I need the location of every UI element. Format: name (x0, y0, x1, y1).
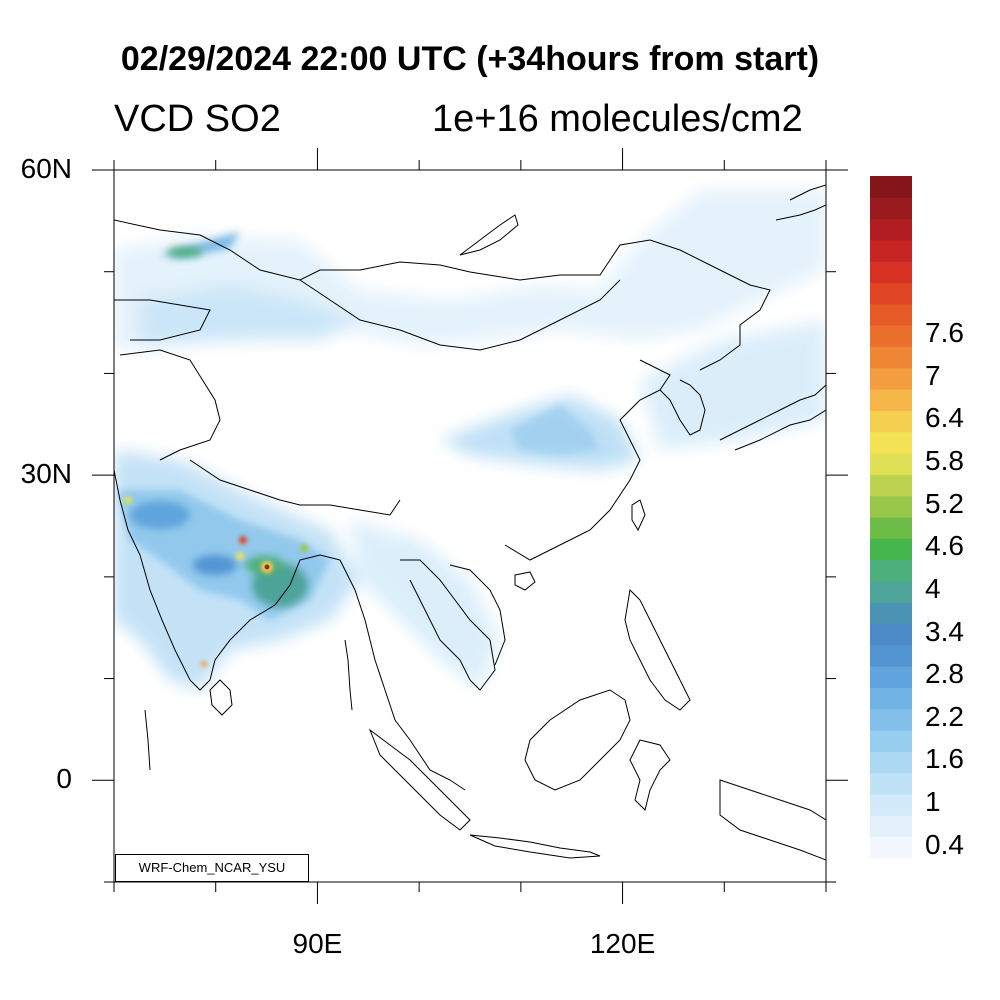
colorbar-label: 0.4 (925, 828, 964, 860)
colorbar-swatch (870, 730, 912, 752)
colorbar-swatch (870, 431, 912, 454)
lat-tick-label: 0 (56, 763, 72, 795)
lat-tick-label: 30N (20, 458, 72, 490)
lon-tick-label: 90E (292, 928, 343, 959)
units-label: 1e+16 molecules/cm2 (432, 98, 803, 140)
colorbar-label: 4 (925, 572, 941, 604)
colorbar-swatch (870, 495, 912, 518)
colorbar (870, 176, 912, 859)
colorbar-swatch (870, 474, 912, 497)
colorbar-swatch (870, 410, 912, 433)
lat-tick-label: 60N (20, 153, 72, 184)
colorbar-swatch (870, 517, 912, 539)
colorbar-label: 6.4 (925, 402, 964, 434)
colorbar-swatch (870, 538, 912, 561)
colorbar-label: 2.8 (925, 658, 964, 690)
colorbar-label: 7.6 (925, 317, 964, 349)
colorbar-swatch (870, 346, 912, 369)
axis-ticks (92, 148, 848, 904)
colorbar-swatch (870, 666, 912, 688)
colorbar-swatch (870, 239, 912, 262)
colorbar-label: 5.2 (925, 487, 964, 519)
colorbar-label: 5.8 (925, 445, 964, 477)
colorbar-swatch (870, 218, 912, 241)
colorbar-swatch (870, 794, 912, 816)
colorbar-label: 4.6 (925, 530, 964, 562)
map-title: 02/29/2024 22:00 UTC (+34hours from star… (120, 40, 820, 78)
colorbar-swatch (870, 602, 912, 625)
colorbar-swatch (870, 644, 912, 667)
colorbar-swatch (870, 197, 912, 220)
colorbar-swatch (870, 623, 912, 646)
colorbar-label: 1.6 (925, 743, 964, 775)
coastlines (114, 184, 826, 861)
colorbar-label: 2.2 (925, 700, 964, 732)
lon-tick-label: 120E (589, 928, 656, 959)
colorbar-swatch (870, 559, 912, 582)
so2-field (114, 190, 826, 690)
colorbar-swatch (870, 325, 912, 347)
colorbar-swatch (870, 751, 912, 774)
colorbar-swatch (870, 261, 912, 284)
map-frame (113, 169, 827, 883)
colorbar-label: 1 (925, 786, 941, 818)
colorbar-swatch (870, 176, 912, 198)
colorbar-swatch (870, 580, 912, 603)
colorbar-swatch (870, 282, 912, 305)
model-credit: WRF-Chem_NCAR_YSU (115, 854, 309, 882)
colorbar-swatch (870, 836, 912, 859)
variable-label: VCD SO2 (114, 98, 281, 140)
colorbar-swatch (870, 708, 912, 731)
colorbar-swatch (870, 772, 912, 795)
colorbar-swatch (870, 453, 912, 475)
colorbar-swatch (870, 303, 912, 326)
colorbar-swatch (870, 389, 912, 411)
colorbar-swatch (870, 815, 912, 838)
colorbar-swatch (870, 687, 912, 710)
colorbar-swatch (870, 367, 912, 390)
colorbar-label: 3.4 (925, 615, 964, 647)
colorbar-label: 7 (925, 359, 941, 391)
